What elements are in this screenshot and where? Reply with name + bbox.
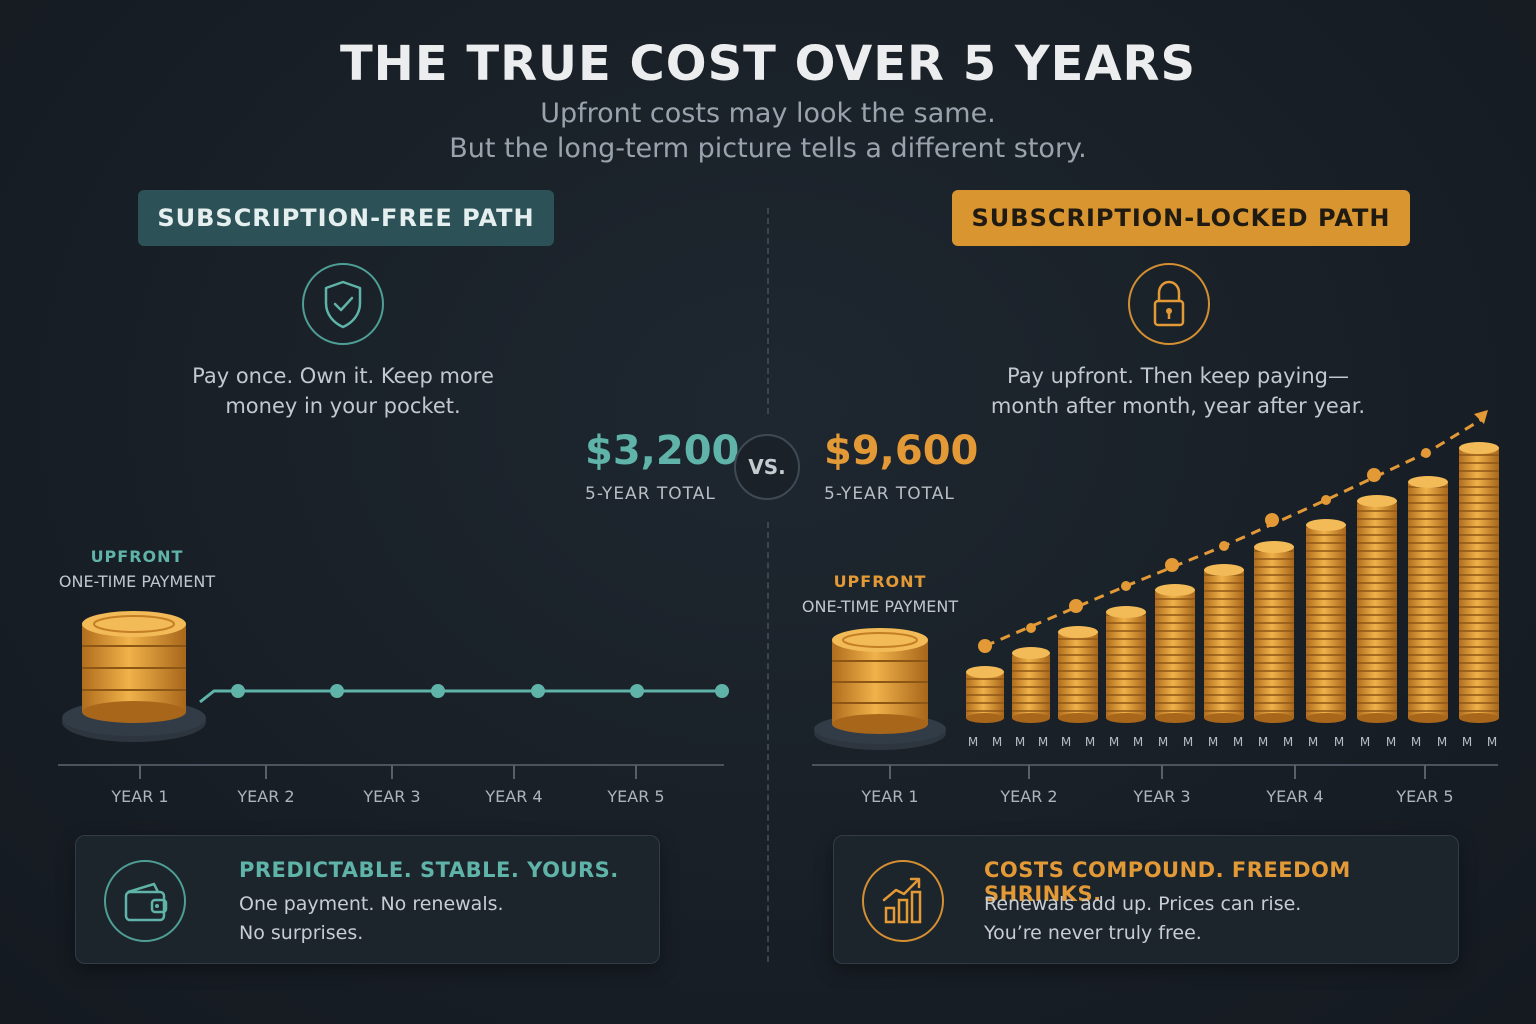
month-marker: M (967, 735, 979, 749)
coin-stack-9 (1357, 495, 1397, 723)
free-path-tagline: Pay once. Own it. Keep more money in you… (150, 361, 536, 421)
free-tagline-line-2: money in your pocket. (225, 394, 461, 418)
locked-card-heading: COSTS COMPOUND. FREEDOM SHRINKS. (984, 858, 1351, 906)
subtitle-line-2: But the long-term picture tells a differ… (449, 133, 1087, 164)
wallet-icon (104, 860, 186, 942)
locked-card-body: Renewals add up. Prices can rise. You’re… (984, 890, 1301, 948)
month-marker: M (1333, 735, 1345, 749)
rising-bar-chart-icon (862, 860, 944, 942)
month-marker: M (1060, 735, 1072, 749)
month-marker: M (1207, 735, 1219, 749)
free-card-heading: PREDICTABLE. STABLE. YOURS. (239, 858, 619, 882)
padlock-icon (1128, 263, 1210, 345)
coin-stack-6 (1204, 564, 1244, 723)
locked-path-tagline: Pay upfront. Then keep paying— month aft… (960, 361, 1396, 421)
month-marker: M (1182, 735, 1194, 749)
locked-year-3-label: YEAR 3 (1133, 787, 1191, 806)
month-marker: M (991, 735, 1003, 749)
locked-total-label: 5-YEAR TOTAL (824, 484, 955, 504)
locked-summary-card: COSTS COMPOUND. FREEDOM SHRINKS. Renewal… (833, 835, 1459, 964)
month-marker: M (1486, 735, 1498, 749)
locked-total-amount: $9,600 (824, 428, 979, 474)
coin-stack-2 (1012, 647, 1050, 723)
locked-tick (1028, 765, 1030, 779)
month-marker: M (1084, 735, 1096, 749)
locked-upfront-coin-stack (832, 628, 928, 734)
locked-tagline-line-1: Pay upfront. Then keep paying— (1006, 364, 1350, 388)
vs-badge: VS. (734, 434, 800, 500)
center-divider-bottom (767, 522, 769, 962)
locked-path-chart (814, 410, 1499, 750)
coin-stack-10 (1408, 476, 1448, 723)
month-marker: M (1436, 735, 1448, 749)
month-marker: M (1014, 735, 1026, 749)
coin-stack-3 (1058, 626, 1098, 723)
locked-tick (1294, 765, 1296, 779)
locked-year-4-label: YEAR 4 (1266, 787, 1324, 806)
locked-year-2-label: YEAR 2 (1000, 787, 1058, 806)
free-card-body-line-1: One payment. No renewals. (239, 893, 504, 915)
locked-year-5-label: YEAR 5 (1396, 787, 1454, 806)
month-marker: M (1385, 735, 1397, 749)
month-marker: M (1461, 735, 1473, 749)
month-marker: M (1410, 735, 1422, 749)
page-title: THE TRUE COST OVER 5 YEARS (339, 36, 1197, 92)
free-year-1-label: YEAR 1 (111, 787, 169, 806)
free-tagline-line-1: Pay once. Own it. Keep more (192, 364, 494, 388)
free-tick (139, 765, 141, 779)
month-marker: M (1157, 735, 1169, 749)
free-total-label: 5-YEAR TOTAL (585, 484, 716, 504)
locked-tagline-line-2: month after month, year after year. (990, 394, 1366, 418)
month-marker: M (1232, 735, 1244, 749)
locked-card-body-line-1: Renewals add up. Prices can rise. (984, 893, 1302, 915)
free-year-2-label: YEAR 2 (237, 787, 295, 806)
month-marker: M (1037, 735, 1049, 749)
free-path-chart (62, 611, 729, 742)
locked-tick (889, 765, 891, 779)
free-upfront-tag: UPFRONT (90, 547, 184, 566)
free-tick (265, 765, 267, 779)
center-divider-top (767, 208, 769, 414)
free-year-5-label: YEAR 5 (607, 787, 665, 806)
coin-stack-8 (1306, 519, 1346, 723)
locked-timeline-axis (812, 764, 1498, 766)
month-marker: M (1132, 735, 1144, 749)
free-total-amount: $3,200 (585, 428, 740, 474)
coin-stack-5 (1155, 584, 1195, 723)
free-tick (513, 765, 515, 779)
free-card-body: One payment. No renewals. No surprises. (239, 890, 504, 948)
locked-year-1-label: YEAR 1 (861, 787, 919, 806)
free-upfront-coin-stack (82, 611, 186, 723)
free-summary-card: PREDICTABLE. STABLE. YOURS. One payment.… (75, 835, 660, 964)
free-year-4-label: YEAR 4 (485, 787, 543, 806)
coin-stack-1 (966, 666, 1004, 723)
free-upfront-sub: ONE-TIME PAYMENT (58, 572, 216, 591)
month-marker: M (1282, 735, 1294, 749)
month-marker: M (1307, 735, 1319, 749)
shield-check-icon (302, 263, 384, 345)
coin-stack-4 (1106, 606, 1146, 723)
month-marker: M (1108, 735, 1120, 749)
free-card-body-line-2: No surprises. (239, 922, 364, 944)
locked-tick (1424, 765, 1426, 779)
month-marker: M (1257, 735, 1269, 749)
locked-upfront-tag: UPFRONT (833, 572, 927, 591)
free-tick (391, 765, 393, 779)
locked-card-body-line-2: You’re never truly free. (984, 922, 1202, 944)
free-year-3-label: YEAR 3 (363, 787, 421, 806)
subscription-free-path-label: SUBSCRIPTION-FREE PATH (138, 190, 554, 246)
free-tick (635, 765, 637, 779)
monthly-coin-stacks (966, 442, 1499, 723)
subscription-locked-path-label: SUBSCRIPTION-LOCKED PATH (952, 190, 1410, 246)
locked-upfront-sub: ONE-TIME PAYMENT (801, 597, 959, 616)
coin-stack-11 (1459, 442, 1499, 723)
subtitle-line-1: Upfront costs may look the same. (540, 98, 996, 129)
locked-tick (1161, 765, 1163, 779)
coin-stack-7 (1254, 541, 1294, 723)
cost-trend-line (978, 410, 1488, 653)
month-marker: M (1359, 735, 1371, 749)
